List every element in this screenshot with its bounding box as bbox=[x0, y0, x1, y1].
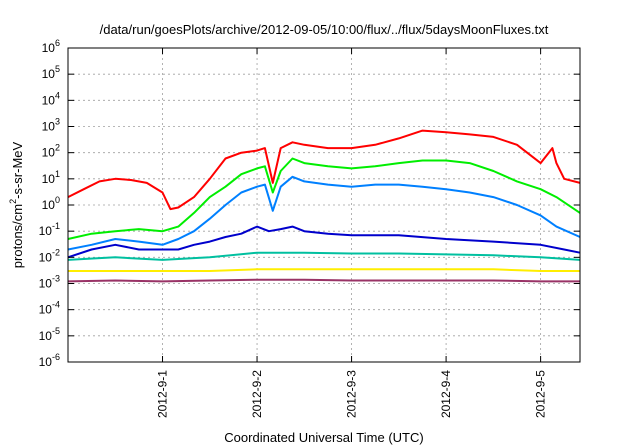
y-tick-label: 10-3 bbox=[39, 274, 60, 291]
series-line-2 bbox=[67, 157, 581, 240]
x-tick-label: 2012-9-5 bbox=[534, 370, 548, 418]
series-line-6 bbox=[68, 268, 580, 272]
x-tick-label: 2012-9-4 bbox=[439, 370, 453, 418]
y-axis-title-sup: 2 bbox=[8, 199, 18, 204]
series-line-3 bbox=[67, 175, 581, 251]
y-axis-title: protons/cm2-s-sr-MeV bbox=[8, 141, 25, 268]
x-axis-ticks: 2012-9-1 2012-9-2 2012-9-3 2012-9-4 2012-9-5 bbox=[156, 48, 548, 418]
y-tick-label: 102 bbox=[42, 143, 60, 160]
y-tick-label: 106 bbox=[42, 38, 60, 55]
y-tick-label: 100 bbox=[42, 195, 60, 212]
chart-title: /data/run/goesPlots/archive/2012-09-05/1… bbox=[100, 22, 549, 37]
y-axis-ticks: 10-6 10-5 10-4 10-3 10-2 10-1 100 101 102 103 104 1… bbox=[39, 38, 580, 369]
series-line-1 bbox=[67, 129, 581, 211]
x-tick-label: 2012-9-2 bbox=[250, 370, 264, 418]
series-line-7 bbox=[67, 278, 580, 283]
series-layer bbox=[67, 129, 581, 283]
y-tick-label: 101 bbox=[42, 169, 60, 186]
x-axis-title: Coordinated Universal Time (UTC) bbox=[224, 430, 423, 445]
y-tick-label: 10-5 bbox=[39, 326, 60, 343]
series-line-4 bbox=[67, 225, 581, 259]
y-tick-label: 103 bbox=[42, 117, 60, 134]
y-axis-title-rest: -s-sr-MeV bbox=[10, 141, 25, 198]
grid-layer bbox=[68, 48, 580, 362]
y-tick-label: 10-4 bbox=[39, 300, 60, 317]
series-line-5 bbox=[67, 251, 581, 261]
y-tick-label: 10-6 bbox=[39, 352, 60, 369]
y-tick-label: 10-2 bbox=[39, 247, 60, 264]
y-tick-label: 105 bbox=[42, 64, 60, 81]
y-tick-label: 10-1 bbox=[39, 221, 60, 238]
y-axis-title-main: protons/cm bbox=[10, 204, 25, 268]
y-tick-label: 104 bbox=[42, 90, 60, 107]
x-tick-label: 2012-9-3 bbox=[345, 370, 359, 418]
x-tick-label: 2012-9-1 bbox=[156, 370, 170, 418]
